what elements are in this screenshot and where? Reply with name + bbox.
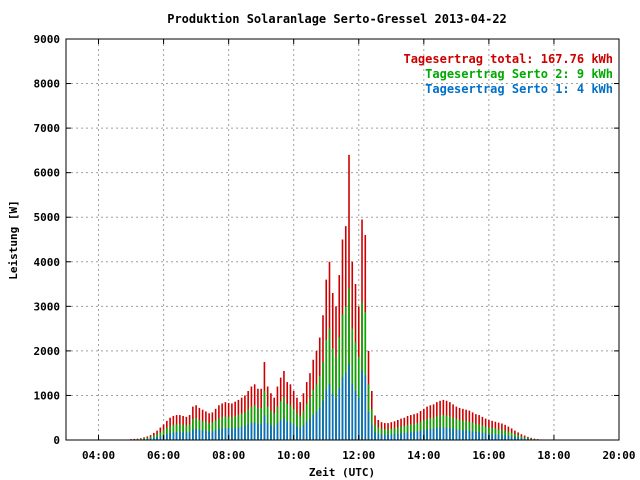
chart-title: Produktion Solaranlage Serto-Gressel 201… bbox=[167, 12, 507, 26]
legend-entry: Tagesertrag Serto 2: 9 kWh bbox=[425, 67, 613, 81]
y-tick-label: 5000 bbox=[34, 211, 61, 224]
y-tick-label: 3000 bbox=[34, 300, 61, 313]
x-tick-label: 14:00 bbox=[407, 449, 440, 462]
x-tick-label: 12:00 bbox=[342, 449, 375, 462]
bars bbox=[130, 154, 549, 440]
x-tick-label: 10:00 bbox=[277, 449, 310, 462]
legend-entry: Tagesertrag total: 167.76 kWh bbox=[403, 52, 613, 66]
y-axis-label: Leistung [W] bbox=[7, 200, 20, 279]
x-tick-label: 04:00 bbox=[82, 449, 115, 462]
y-tick-label: 0 bbox=[53, 434, 60, 447]
y-tick-label: 1000 bbox=[34, 389, 61, 402]
y-tick-label: 8000 bbox=[34, 78, 61, 91]
x-tick-label: 20:00 bbox=[602, 449, 635, 462]
plot-frame bbox=[65, 38, 620, 441]
x-axis-label: Zeit (UTC) bbox=[309, 466, 375, 479]
x-tick-label: 18:00 bbox=[537, 449, 570, 462]
y-tick-label: 6000 bbox=[34, 167, 61, 180]
x-tick-label: 08:00 bbox=[212, 449, 245, 462]
y-tick-label: 2000 bbox=[34, 345, 61, 358]
legend: Tagesertrag total: 167.76 kWhTagesertrag… bbox=[403, 52, 613, 96]
x-tick-label: 06:00 bbox=[147, 449, 180, 462]
legend-entry: Tagesertrag Serto 1: 4 kWh bbox=[425, 82, 613, 96]
x-tick-label: 16:00 bbox=[472, 449, 505, 462]
y-tick-label: 9000 bbox=[34, 33, 61, 46]
y-tick-label: 7000 bbox=[34, 122, 61, 135]
axis-ticks: 04:00 06:00 08:00 10:00 12:00 14:00 16:00 18:00… bbox=[34, 33, 636, 462]
y-tick-label: 4000 bbox=[34, 256, 61, 269]
